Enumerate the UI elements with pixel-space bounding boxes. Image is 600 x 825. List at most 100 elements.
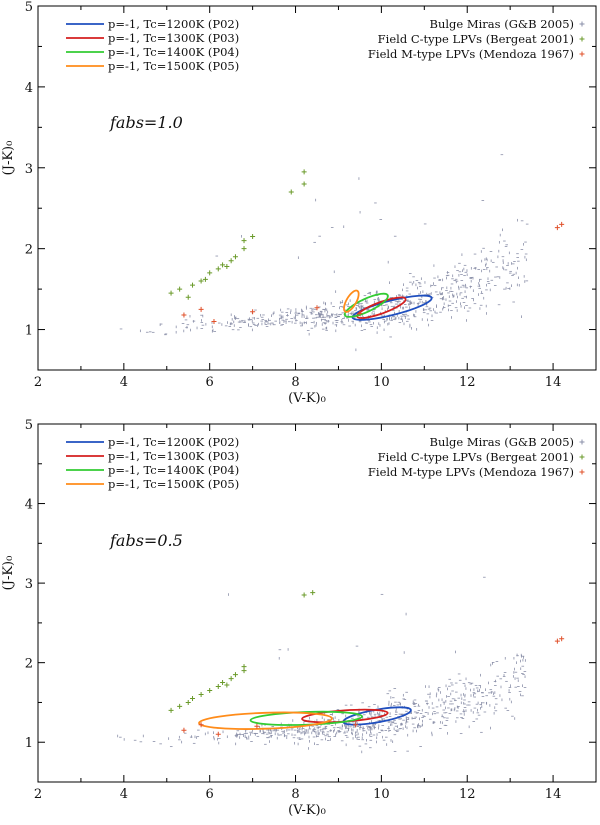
legend-observations: Bulge Miras (G&B 2005)Field C-type LPVs … [368, 435, 585, 479]
m-type-point [198, 306, 204, 312]
legend-marker [579, 36, 585, 42]
y-tick-label: 2 [25, 657, 33, 672]
legend-label: Field M-type LPVs (Mendoza 1967) [368, 47, 574, 61]
legend-label: p=-1, Tc=1300K (P03) [108, 449, 239, 463]
c-type-point [301, 181, 307, 187]
plot-frame [37, 5, 597, 371]
c-type-point [250, 234, 256, 240]
c-type-point [177, 703, 183, 709]
x-tick-label: 2 [34, 787, 42, 802]
x-axis-title: (V-K)₀ [288, 803, 326, 818]
legend-label: p=-1, Tc=1200K (P02) [108, 435, 239, 449]
c-type-point [301, 169, 307, 175]
m-type-point [215, 731, 221, 737]
c-type-point [232, 672, 238, 678]
c-type-point [220, 680, 226, 686]
y-tick-label: 4 [25, 81, 33, 96]
legend-label: p=-1, Tc=1400K (P04) [108, 463, 239, 477]
m-type-point [353, 722, 359, 728]
x-tick-label: 6 [206, 787, 214, 802]
legend-label: p=-1, Tc=1200K (P02) [108, 17, 239, 31]
c-type-point [198, 278, 204, 284]
c-type-point [241, 246, 247, 252]
legend-marker [579, 454, 585, 460]
m-type-point [357, 310, 363, 316]
x-tick-label: 12 [459, 787, 476, 802]
m-type-point [554, 225, 560, 231]
y-tick-label: 3 [25, 577, 33, 592]
x-tick-label: 8 [291, 375, 299, 390]
c-type-point [232, 254, 238, 260]
y-axis-title: (J-K)₀ [1, 141, 16, 176]
fabs-annotation: fabs=1.0 [109, 113, 183, 132]
legend-label: Bulge Miras (G&B 2005) [430, 17, 575, 31]
x-tick-label: 12 [459, 375, 476, 390]
x-tick-label: 4 [120, 787, 128, 802]
c-type-point [190, 282, 196, 288]
fabs-annotation: fabs=0.5 [109, 531, 183, 550]
m-type-point [559, 636, 565, 642]
c-type-point [224, 682, 230, 688]
legend-label: Field C-type LPVs (Bergeat 2001) [378, 32, 574, 46]
x-axis-title: (V-K)₀ [288, 391, 326, 406]
legend-label: p=-1, Tc=1500K (P05) [108, 59, 239, 73]
c-type-point [220, 262, 226, 268]
m-type-point [181, 312, 187, 318]
x-tick-label: 14 [545, 375, 562, 390]
y-tick-label: 4 [25, 498, 33, 513]
m-type-point [554, 638, 560, 644]
c-type-point [185, 699, 191, 705]
model-loop-p02 [351, 294, 433, 321]
plot-area [119, 154, 565, 352]
c-type-point [207, 270, 213, 276]
c-type-point [168, 707, 174, 713]
legend-label: Field C-type LPVs (Bergeat 2001) [378, 450, 574, 464]
m-type-point [559, 221, 565, 227]
c-type-point [177, 286, 183, 292]
c-type-point [224, 263, 230, 269]
m-type-point [198, 722, 204, 728]
x-tick-label: 14 [545, 787, 562, 802]
legend-observations: Bulge Miras (G&B 2005)Field C-type LPVs … [368, 17, 585, 61]
c-type-point [310, 590, 316, 596]
legend-marker [579, 469, 585, 475]
y-tick-label: 2 [25, 243, 33, 258]
c-type-point [198, 691, 204, 697]
c-type-point [190, 695, 196, 701]
y-tick-label: 5 [25, 418, 33, 433]
c-type-point [215, 266, 221, 272]
c-type-point [185, 294, 191, 300]
legend-label: Bulge Miras (G&B 2005) [430, 435, 575, 449]
c-type-point [215, 684, 221, 690]
x-tick-label: 2 [34, 375, 42, 390]
m-type-point [211, 318, 217, 324]
legend-marker [579, 439, 585, 445]
legend-models: p=-1, Tc=1200K (P02)p=-1, Tc=1300K (P03)… [66, 435, 239, 491]
model-loop-p05 [343, 289, 360, 313]
x-tick-label: 10 [373, 787, 390, 802]
legend-label: Field M-type LPVs (Mendoza 1967) [368, 465, 574, 479]
y-tick-label: 1 [25, 324, 33, 339]
y-tick-label: 5 [25, 0, 33, 15]
legend-label: p=-1, Tc=1300K (P03) [108, 31, 239, 45]
x-tick-label: 8 [291, 787, 299, 802]
legend-models: p=-1, Tc=1200K (P02)p=-1, Tc=1300K (P03)… [66, 17, 239, 73]
c-type-point [288, 189, 294, 195]
y-tick-label: 3 [25, 162, 33, 177]
x-tick-label: 4 [120, 375, 128, 390]
c-type-point [241, 238, 247, 244]
m-type-point [250, 309, 256, 315]
plot-area [117, 576, 565, 754]
c-type-point [168, 290, 174, 296]
c-type-point [202, 276, 208, 282]
y-tick-label: 1 [25, 736, 33, 751]
plot-frame [37, 423, 597, 783]
y-axis-title: (J-K)₀ [1, 556, 16, 591]
x-tick-label: 6 [206, 375, 214, 390]
c-type-point [207, 688, 213, 694]
m-type-point [314, 305, 320, 311]
m-type-point [254, 723, 260, 729]
